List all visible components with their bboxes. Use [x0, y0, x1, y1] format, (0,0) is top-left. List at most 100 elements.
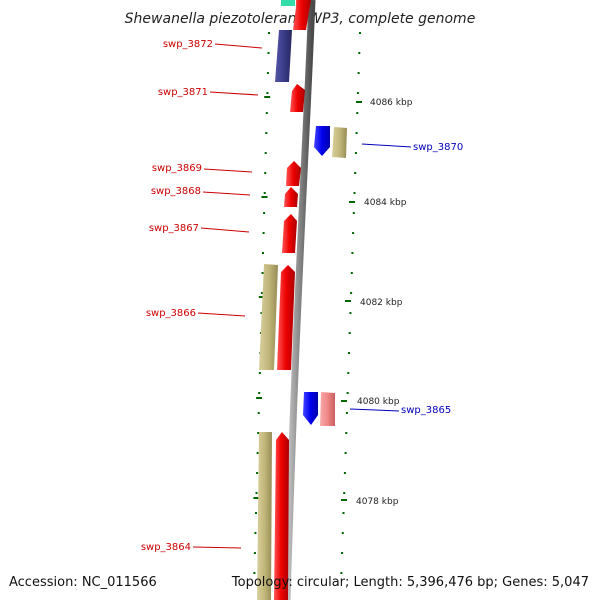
minor-tick [354, 152, 357, 154]
topology-text: Topology: circular; Length: 5,396,476 bp… [231, 575, 589, 590]
gene-label-swp-3866: swp_3866 [146, 308, 196, 319]
minor-tick [255, 512, 257, 514]
major-tick [341, 400, 347, 402]
gene-label-swp-3871: swp_3871 [158, 87, 208, 98]
leader-line-swp-3864 [192, 546, 242, 549]
leader-line-swp-3866 [197, 312, 246, 317]
minor-tick [353, 192, 356, 194]
minor-tick [256, 472, 259, 474]
minor-tick [257, 432, 260, 434]
minor-tick [343, 472, 346, 474]
minor-tick [265, 132, 268, 134]
minor-tick [347, 372, 350, 374]
minor-tick [348, 332, 351, 334]
top-feature-band [281, 0, 295, 6]
gene-arrow-swp-3865 [303, 392, 318, 425]
minor-tick [263, 192, 266, 194]
minor-tick [352, 232, 355, 234]
cds-band-3865 [320, 392, 335, 426]
minor-tick [344, 452, 347, 454]
major-tick [341, 499, 347, 501]
minor-tick [359, 32, 361, 34]
minor-tick [265, 112, 268, 114]
major-tick [345, 300, 351, 302]
leader-line-swp-3872 [214, 43, 263, 49]
minor-tick [255, 492, 258, 494]
minor-tick [266, 72, 269, 74]
cds-band-3864 [257, 432, 272, 600]
leader-line-swp-3870 [361, 143, 412, 148]
scale-label: 4084 kbp [364, 198, 407, 208]
gene-arrow-top [293, 0, 311, 30]
minor-tick [342, 512, 345, 514]
minor-tick [340, 572, 343, 574]
gene-label-swp-3869: swp_3869 [152, 163, 202, 174]
minor-tick [354, 172, 357, 174]
gene-label-swp-3867: swp_3867 [149, 223, 199, 234]
minor-tick [341, 532, 344, 534]
leader-line-swp-3867 [200, 227, 250, 233]
scale-label: 4080 kbp [357, 397, 400, 407]
gene-label-layer: swp_3872 swp_3871 swp_3870 swp_3869 swp_3868… [141, 39, 463, 553]
scale-label: 4086 kbp [370, 98, 413, 108]
minor-tick [357, 72, 360, 74]
minor-tick [266, 92, 269, 94]
minor-tick [261, 272, 264, 274]
gene-arrow-swp-3870 [314, 126, 330, 156]
gene-label-swp-3865: swp_3865 [401, 405, 451, 416]
leader-line-swp-3868 [202, 191, 251, 196]
minor-tick [262, 252, 264, 254]
minor-tick [256, 452, 259, 454]
minor-tick [350, 272, 353, 274]
minor-tick [341, 552, 344, 554]
cds-band-3870 [332, 127, 347, 158]
major-tick [264, 96, 271, 98]
minor-tick [356, 112, 359, 114]
gene-arrow-swp-3869 [286, 161, 301, 186]
major-tick [356, 101, 362, 103]
major-tick [256, 397, 263, 399]
minor-tick [254, 532, 257, 534]
minor-tick [264, 172, 267, 174]
leader-line-swp-3871 [209, 91, 259, 96]
minor-tick [351, 252, 354, 254]
minor-tick [267, 52, 270, 54]
minor-tick [253, 572, 256, 574]
minor-tick [258, 372, 261, 374]
gene-label-swp-3872: swp_3872 [163, 39, 213, 50]
minor-tick [346, 392, 349, 394]
gene-label-swp-3868: swp_3868 [151, 186, 201, 197]
scale-label-layer: 4086 kbp 4084 kbp 4082 kbp 4080 kbp 4078 kbp [341, 98, 413, 507]
minor-tick [345, 432, 348, 434]
minor-tick [262, 232, 265, 234]
gene-arrow-swp-3864 [274, 432, 289, 600]
minor-tick [260, 292, 263, 294]
minor-tick [257, 412, 260, 414]
minor-tick [260, 312, 263, 314]
minor-tick [345, 412, 348, 414]
minor-tick [355, 132, 358, 134]
gene-arrows [274, 0, 330, 600]
major-tick [258, 296, 265, 298]
minor-tick [349, 312, 352, 314]
gene-label-swp-3870: swp_3870 [413, 142, 463, 153]
leader-line-swp-3865 [349, 408, 400, 412]
scale-label: 4078 kbp [356, 497, 399, 507]
genome-backbone [283, 0, 316, 600]
major-tick [349, 201, 355, 203]
minor-tick [356, 92, 359, 94]
major-tick [253, 497, 260, 499]
minor-tick [268, 32, 270, 34]
gene-label-swp-3864: swp_3864 [141, 542, 191, 553]
accession-text: Accession: NC_011566 [9, 575, 157, 590]
gene-arrow-swp-3867 [282, 214, 297, 253]
minor-tick [352, 212, 355, 214]
misc-feature-band [275, 30, 292, 82]
minor-tick [258, 392, 261, 394]
minor-tick [263, 212, 266, 214]
cds-band-3866 [259, 264, 278, 370]
feature-bands [257, 0, 347, 600]
minor-tick [350, 292, 353, 294]
minor-tick [343, 492, 346, 494]
